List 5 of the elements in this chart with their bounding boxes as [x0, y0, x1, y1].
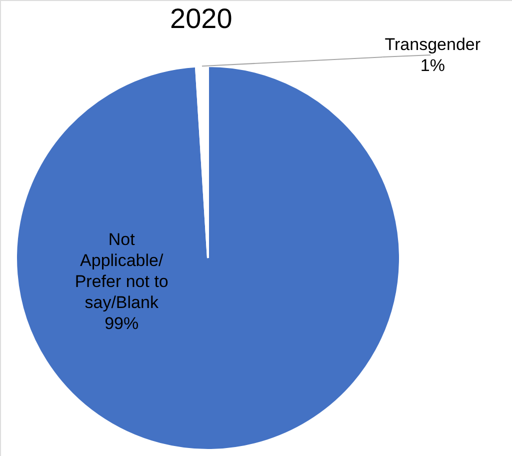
data-label: 1% — [420, 56, 445, 76]
slice-label: Not Applicable/ Prefer not to say/Blank — [74, 230, 168, 312]
data-label: 99% — [104, 314, 139, 333]
slice-label: Transgender — [384, 35, 481, 54]
chart-title: 2020 — [170, 3, 232, 34]
